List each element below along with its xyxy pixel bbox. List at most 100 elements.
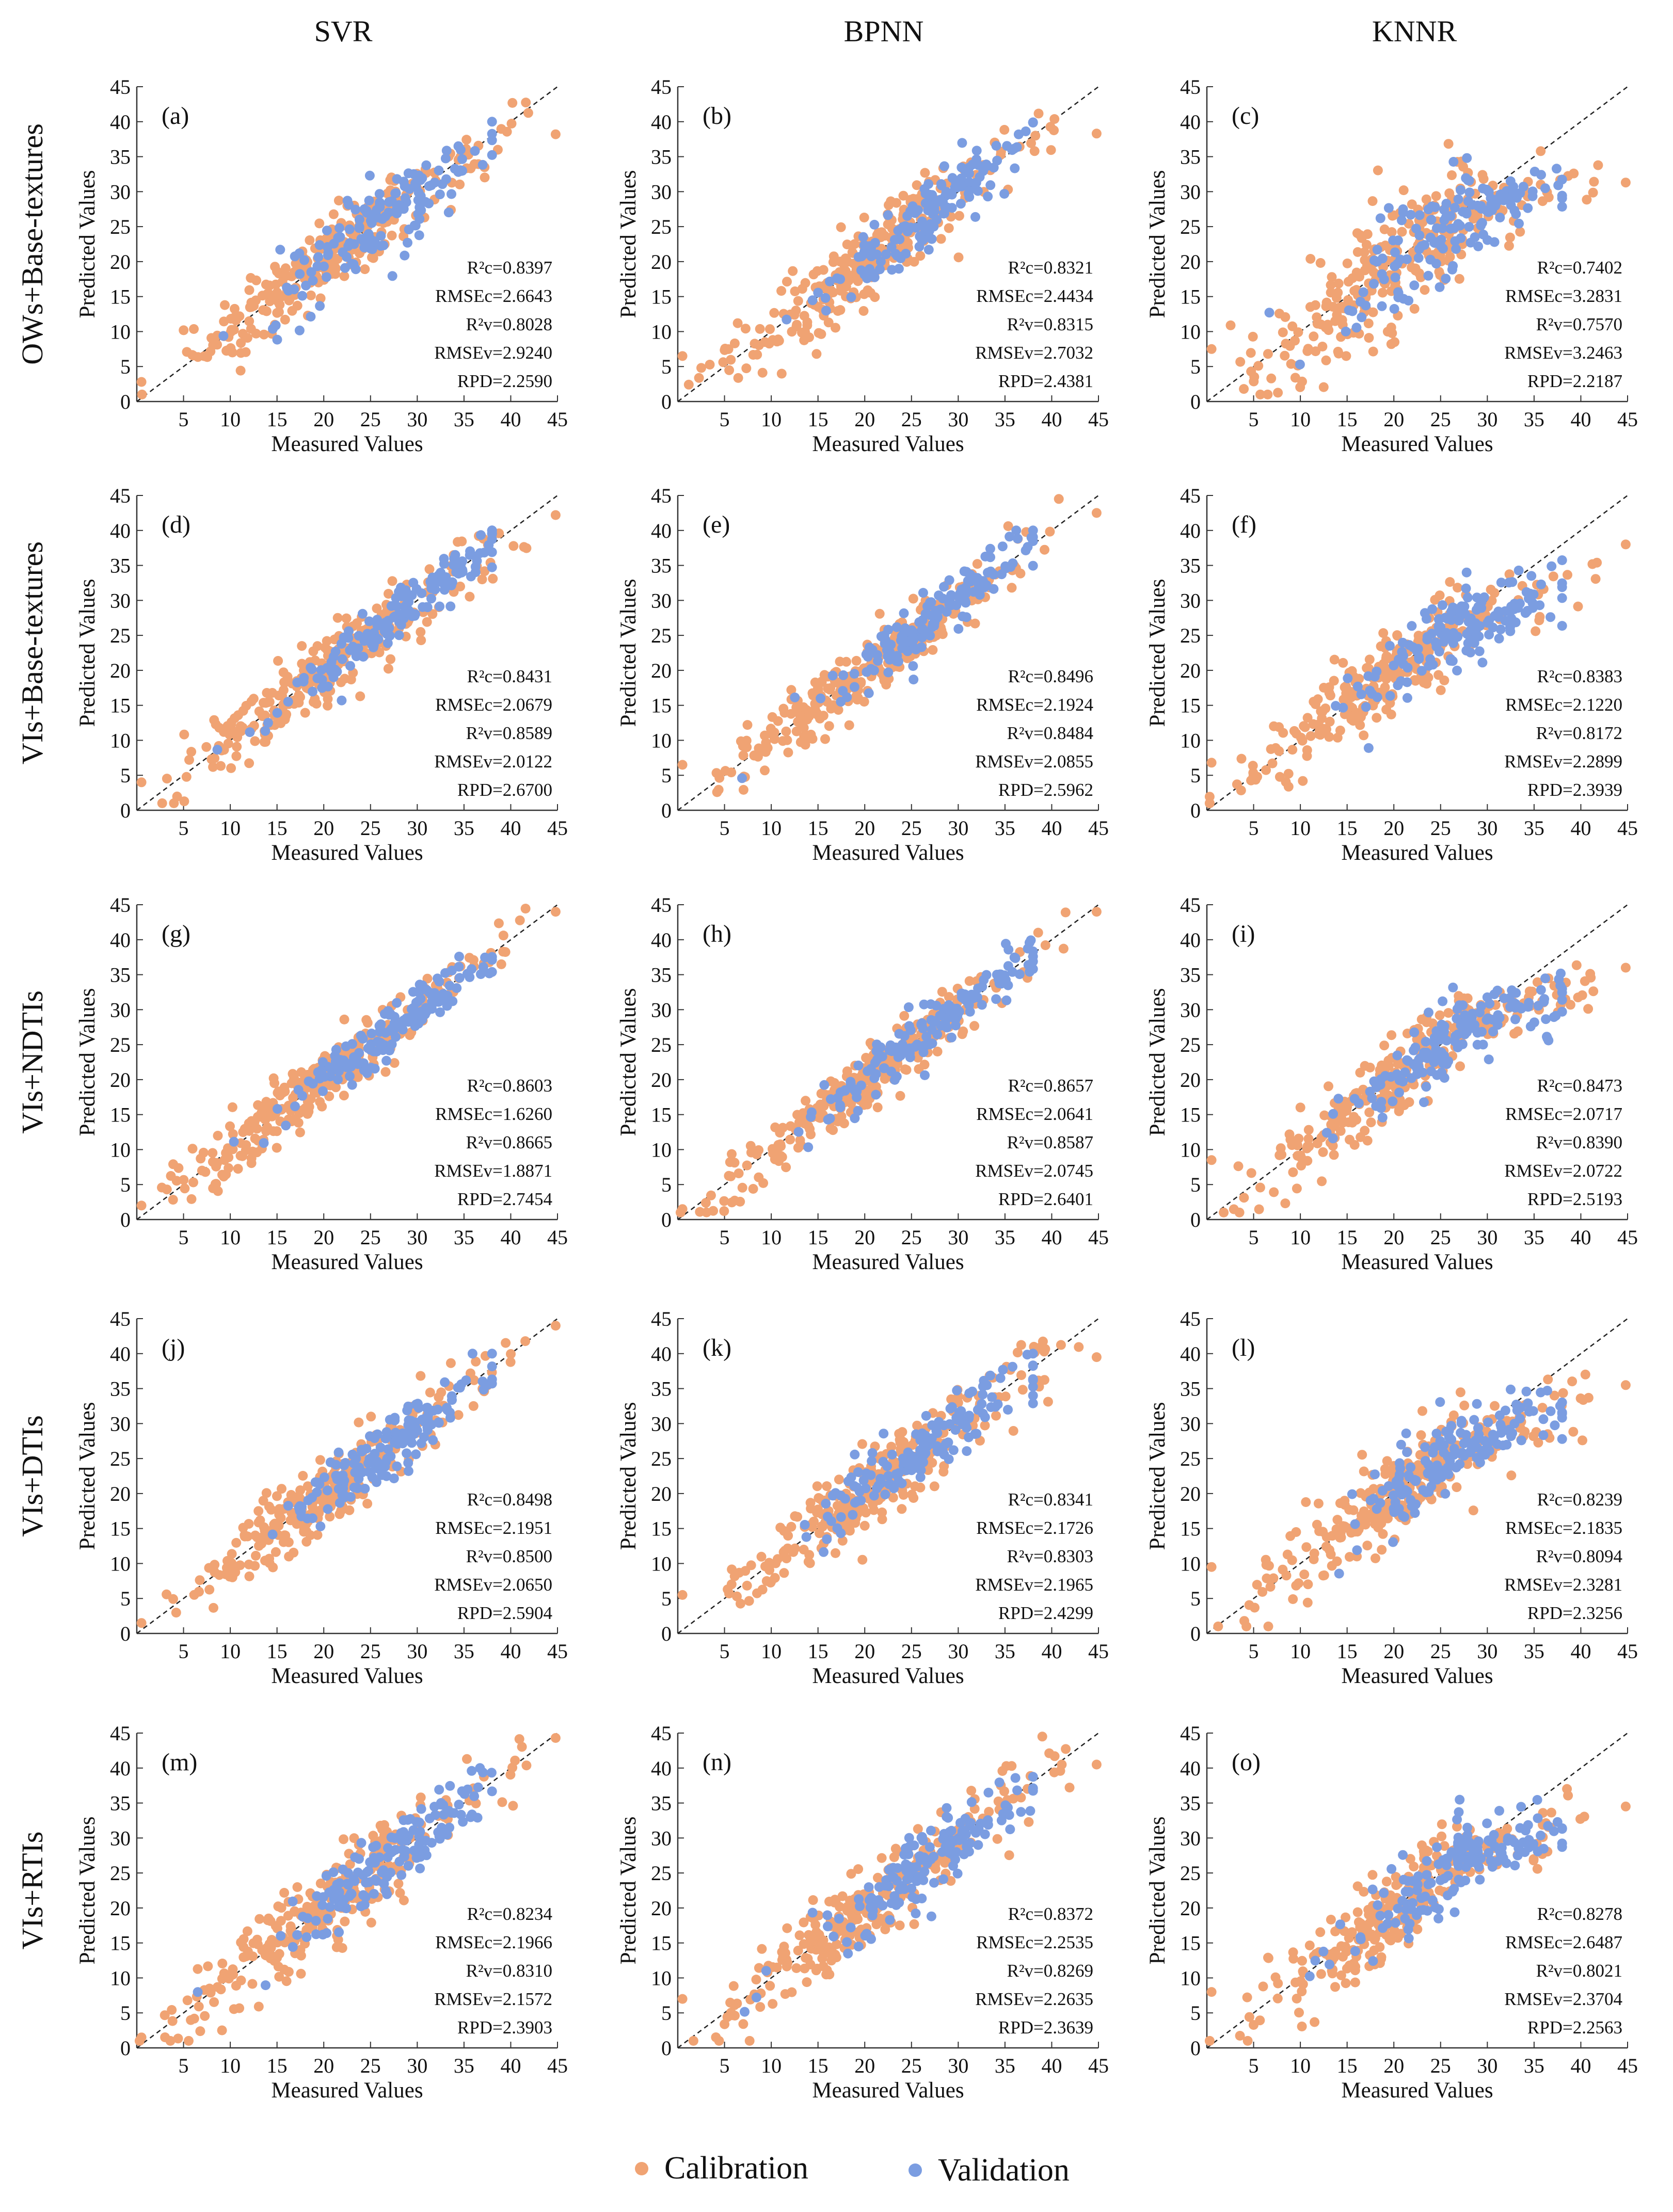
row-title: VIs+Base-textures bbox=[15, 541, 49, 764]
y-tick-label: 10 bbox=[1180, 729, 1201, 752]
calibration-point bbox=[366, 1412, 376, 1422]
validation-point bbox=[306, 267, 316, 277]
validation-point bbox=[1372, 245, 1382, 255]
calibration-point bbox=[802, 317, 812, 327]
validation-point bbox=[803, 1142, 814, 1152]
validation-point bbox=[360, 236, 371, 246]
calibration-point bbox=[300, 708, 310, 718]
validation-point bbox=[1443, 1056, 1454, 1066]
calibration-point bbox=[1590, 574, 1601, 584]
validation-point bbox=[1462, 592, 1473, 603]
calibration-point bbox=[1012, 1348, 1023, 1358]
validation-point bbox=[899, 608, 909, 618]
calibration-point bbox=[1285, 341, 1295, 351]
calibration-point bbox=[1329, 654, 1340, 665]
calibration-point bbox=[232, 742, 242, 752]
validation-point bbox=[925, 597, 935, 607]
calibration-point bbox=[750, 339, 760, 349]
calibration-point bbox=[1573, 992, 1583, 1003]
x-tick-label: 30 bbox=[948, 1640, 968, 1663]
validation-point bbox=[306, 663, 316, 673]
calibration-point bbox=[1329, 676, 1339, 686]
validation-point bbox=[859, 240, 869, 250]
calibration-point bbox=[250, 736, 260, 746]
validation-point bbox=[414, 987, 424, 998]
calibration-point bbox=[1249, 372, 1260, 382]
y-tick-label: 40 bbox=[651, 928, 672, 952]
calibration-point bbox=[991, 1410, 1001, 1421]
x-tick-label: 30 bbox=[407, 1640, 427, 1663]
validation-point bbox=[881, 249, 891, 260]
validation-point bbox=[382, 1453, 392, 1464]
validation-point bbox=[403, 1401, 413, 1412]
validation-point bbox=[985, 543, 995, 554]
validation-point bbox=[403, 1427, 413, 1437]
y-tick-label: 5 bbox=[1190, 355, 1201, 378]
stat-text: RMSEc=2.1220 bbox=[1505, 695, 1622, 715]
stat-text: RPD=2.6700 bbox=[457, 780, 552, 800]
calibration-point bbox=[808, 269, 819, 280]
calibration-point bbox=[294, 690, 304, 700]
validation-point bbox=[1448, 602, 1458, 613]
stat-text: RMSEv=1.8871 bbox=[434, 1161, 552, 1181]
x-axis-label: Measured Values bbox=[1341, 1250, 1493, 1274]
validation-point bbox=[1410, 1043, 1421, 1053]
validation-point bbox=[345, 661, 355, 671]
calibration-point bbox=[196, 1153, 206, 1164]
calibration-point bbox=[1381, 674, 1391, 684]
validation-point bbox=[447, 1391, 457, 1401]
validation-point bbox=[1001, 939, 1011, 949]
calibration-point bbox=[782, 277, 792, 287]
panel-label: (c) bbox=[1232, 102, 1259, 130]
validation-point bbox=[825, 1113, 835, 1124]
calibration-point bbox=[1453, 583, 1463, 593]
calibration-point bbox=[436, 1387, 447, 1398]
validation-point bbox=[421, 160, 432, 170]
calibration-point bbox=[288, 1069, 298, 1079]
calibration-point bbox=[267, 688, 278, 698]
validation-point bbox=[1524, 594, 1534, 604]
y-tick-label: 35 bbox=[651, 1377, 672, 1401]
validation-point bbox=[1500, 616, 1510, 626]
validation-point bbox=[873, 656, 883, 666]
validation-point bbox=[354, 214, 364, 225]
validation-point bbox=[1341, 326, 1351, 336]
calibration-point bbox=[859, 697, 869, 707]
validation-point bbox=[985, 552, 995, 563]
calibration-point bbox=[1058, 943, 1069, 954]
x-tick-label: 10 bbox=[220, 1226, 241, 1249]
calibration-point bbox=[1280, 312, 1290, 322]
validation-point bbox=[372, 1046, 382, 1056]
validation-point bbox=[1413, 253, 1424, 263]
validation-point bbox=[967, 159, 978, 170]
x-tick-label: 45 bbox=[1088, 1640, 1109, 1663]
validation-point bbox=[964, 177, 974, 187]
calibration-point bbox=[833, 705, 843, 715]
calibration-point bbox=[1091, 907, 1102, 917]
validation-point bbox=[422, 1403, 433, 1413]
validation-point bbox=[411, 1449, 421, 1460]
calibration-point bbox=[770, 734, 779, 744]
validation-point bbox=[918, 588, 928, 598]
column-title: KNNR bbox=[1372, 14, 1457, 48]
validation-point bbox=[1338, 702, 1348, 713]
validation-point bbox=[347, 1449, 358, 1460]
stat-text: R²c=0.8496 bbox=[1008, 666, 1093, 686]
x-tick-label: 10 bbox=[1290, 408, 1311, 431]
validation-point bbox=[394, 630, 404, 640]
calibration-point bbox=[368, 253, 378, 263]
validation-point bbox=[387, 271, 397, 281]
y-tick-label: 40 bbox=[1180, 110, 1201, 134]
calibration-point bbox=[908, 594, 918, 604]
validation-point bbox=[381, 1471, 392, 1481]
y-tick-label: 10 bbox=[651, 320, 672, 343]
validation-point bbox=[353, 643, 363, 653]
validation-point bbox=[1425, 654, 1436, 664]
calibration-point bbox=[1410, 676, 1421, 686]
validation-point bbox=[259, 1138, 269, 1148]
calibration-point bbox=[1364, 654, 1375, 665]
calibration-point bbox=[261, 279, 271, 290]
validation-point bbox=[470, 562, 481, 572]
calibration-point bbox=[770, 1154, 780, 1164]
calibration-point bbox=[1026, 138, 1036, 148]
